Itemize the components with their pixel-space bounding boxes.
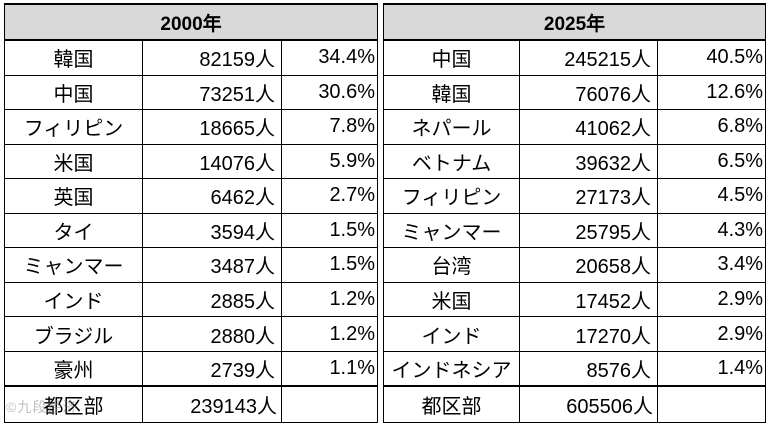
total-row: 都区部 239143人: [4, 385, 379, 424]
total-label: 都区部: [4, 385, 143, 424]
country-name: ブラジル: [4, 316, 143, 352]
resident-count: 76076人: [519, 74, 659, 111]
total-row: 都区部 605506人: [383, 385, 767, 424]
table-row: フィリピン 18665人 7.8%: [4, 109, 379, 145]
share-percent: 7.8%: [280, 109, 379, 145]
total-count: 605506人: [519, 385, 659, 424]
resident-count: 14076人: [142, 143, 282, 180]
share-percent: 6.8%: [657, 109, 767, 145]
country-name: ベトナム: [383, 143, 521, 180]
share-percent: 2.7%: [280, 178, 379, 214]
resident-count: 2880人: [142, 316, 282, 352]
table-2000-body: 韓国 82159人 34.4% 中国 73251人 30.6% フィリピン 18665人 7.8…: [4, 39, 379, 424]
table-row: フィリピン 27173人 4.5%: [383, 178, 767, 214]
total-count: 239143人: [142, 385, 282, 424]
share-percent: 2.9%: [657, 316, 767, 352]
table-row: ブラジル 2880人 1.2%: [4, 316, 379, 352]
table-row: 韓国 76076人 12.6%: [383, 74, 767, 111]
table-2000: 2000年 韓国 82159人 34.4% 中国 73251人 30.6% フィリピン 186…: [3, 3, 379, 424]
share-percent: 4.5%: [657, 178, 767, 214]
country-name: ミャンマー: [4, 247, 143, 283]
resident-count: 27173人: [519, 178, 659, 214]
share-percent: 1.2%: [280, 281, 379, 318]
table-row: インド 2885人 1.2%: [4, 281, 379, 318]
resident-count: 6462人: [142, 178, 282, 214]
table-row: 台湾 20658人 3.4%: [383, 247, 767, 283]
resident-count: 2739人: [142, 350, 282, 387]
resident-count: 17270人: [519, 316, 659, 352]
resident-count: 3594人: [142, 212, 282, 249]
header-row: 2000年: [3, 3, 379, 41]
country-name: インドネシア: [383, 350, 521, 387]
share-percent: 1.4%: [657, 350, 767, 387]
country-name: 英国: [4, 178, 143, 214]
header-2000: 2000年: [3, 3, 379, 41]
table-row: 韓国 82159人 34.4%: [4, 39, 379, 76]
empty-cell: [280, 385, 379, 424]
country-name: 韓国: [383, 74, 521, 111]
share-percent: 40.5%: [657, 39, 767, 76]
resident-count: 245215人: [519, 39, 659, 76]
resident-count: 3487人: [142, 247, 282, 283]
country-name: ネパール: [383, 109, 521, 145]
share-percent: 5.9%: [280, 143, 379, 180]
table-row: タイ 3594人 1.5%: [4, 212, 379, 249]
share-percent: 3.4%: [657, 247, 767, 283]
country-name: インド: [383, 316, 521, 352]
country-name: ミャンマー: [383, 212, 521, 249]
table-row: 英国 6462人 2.7%: [4, 178, 379, 214]
country-name: フィリピン: [4, 109, 143, 145]
country-name: 米国: [383, 281, 521, 318]
country-name: 米国: [4, 143, 143, 180]
country-name: 中国: [4, 74, 143, 111]
resident-count: 41062人: [519, 109, 659, 145]
resident-count: 8576人: [519, 350, 659, 387]
country-name: インド: [4, 281, 143, 318]
header-row: 2025年: [383, 3, 767, 41]
table-row: ミャンマー 25795人 4.3%: [383, 212, 767, 249]
resident-count: 39632人: [519, 143, 659, 180]
table-2025: 2025年 中国 245215人 40.5% 韓国 76076人 12.6% ネパール 410…: [383, 3, 767, 424]
table-row: 中国 73251人 30.6%: [4, 74, 379, 111]
resident-count: 20658人: [519, 247, 659, 283]
country-name: 豪州: [4, 350, 143, 387]
header-2025: 2025年: [383, 3, 767, 41]
country-name: 韓国: [4, 39, 143, 76]
table-2025-body: 中国 245215人 40.5% 韓国 76076人 12.6% ネパール 41062人 6.8…: [383, 39, 767, 424]
resident-count: 73251人: [142, 74, 282, 111]
country-name: 台湾: [383, 247, 521, 283]
share-percent: 1.5%: [280, 247, 379, 283]
share-percent: 1.2%: [280, 316, 379, 352]
share-percent: 1.1%: [280, 350, 379, 387]
resident-count: 82159人: [142, 39, 282, 76]
table-row: 中国 245215人 40.5%: [383, 39, 767, 76]
empty-cell: [657, 385, 767, 424]
share-percent: 2.9%: [657, 281, 767, 318]
share-percent: 34.4%: [280, 39, 379, 76]
total-label: 都区部: [383, 385, 521, 424]
share-percent: 6.5%: [657, 143, 767, 180]
table-row: インド 17270人 2.9%: [383, 316, 767, 352]
country-name: 中国: [383, 39, 521, 76]
table-row: インドネシア 8576人 1.4%: [383, 350, 767, 387]
share-percent: 4.3%: [657, 212, 767, 249]
resident-count: 25795人: [519, 212, 659, 249]
table-row: ベトナム 39632人 6.5%: [383, 143, 767, 180]
share-percent: 1.5%: [280, 212, 379, 249]
share-percent: 12.6%: [657, 74, 767, 111]
resident-count: 18665人: [142, 109, 282, 145]
resident-count: 17452人: [519, 281, 659, 318]
table-row: 豪州 2739人 1.1%: [4, 350, 379, 387]
comparison-tables: 2000年 韓国 82159人 34.4% 中国 73251人 30.6% フィリピン 186…: [3, 3, 767, 424]
table-row: ネパール 41062人 6.8%: [383, 109, 767, 145]
table-row: 米国 17452人 2.9%: [383, 281, 767, 318]
table-row: 米国 14076人 5.9%: [4, 143, 379, 180]
country-name: フィリピン: [383, 178, 521, 214]
resident-count: 2885人: [142, 281, 282, 318]
share-percent: 30.6%: [280, 74, 379, 111]
table-row: ミャンマー 3487人 1.5%: [4, 247, 379, 283]
country-name: タイ: [4, 212, 143, 249]
